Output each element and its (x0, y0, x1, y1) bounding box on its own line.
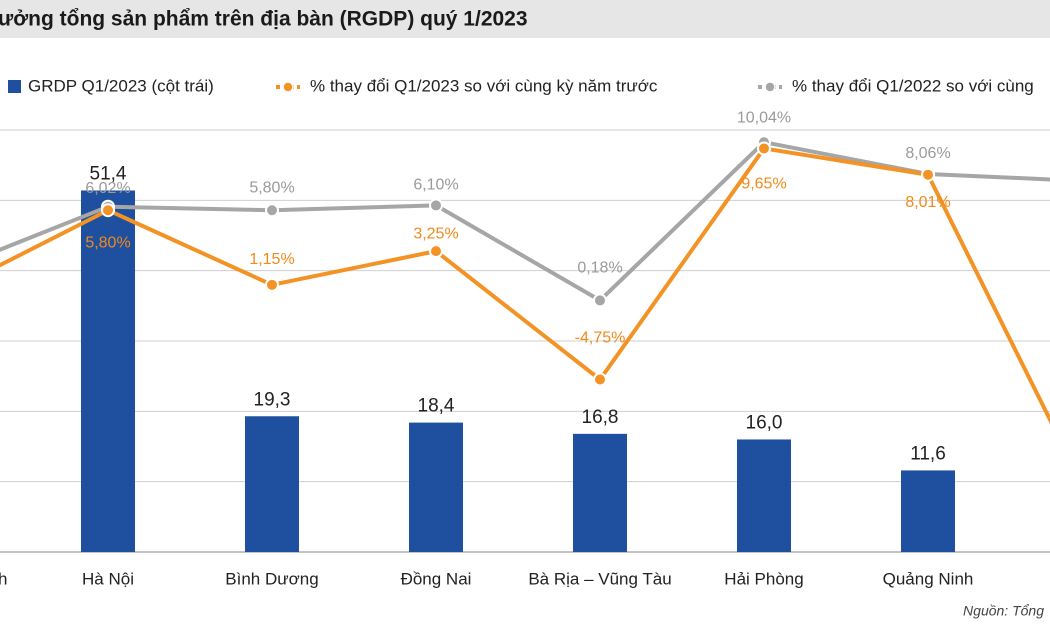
bar (245, 416, 299, 552)
bar (573, 433, 627, 552)
source: Nguồn: Tổng (963, 603, 1044, 619)
line-value-label: 10,04% (737, 109, 791, 126)
line-value-label: 1,15% (249, 251, 294, 268)
line-value-label: 8,01% (905, 194, 950, 211)
line-value-label: 8,06% (905, 145, 950, 162)
line-value-label: -4,75% (575, 330, 626, 347)
line-value-label: 9,65% (741, 176, 786, 193)
title-band (0, 0, 1050, 38)
x-tick-label: Bà Rịa – Vũng Tàu (528, 569, 671, 588)
line-value-label: 0,18% (577, 260, 622, 277)
legend-label: % thay đổi Q1/2023 so với cùng kỳ năm tr… (310, 76, 658, 95)
bar-value-label: 18,4 (418, 396, 455, 417)
bar-value-label: 51,4 (90, 164, 127, 185)
line-value-label: 6,10% (413, 177, 458, 194)
bar (81, 190, 135, 552)
legend-label: GRDP Q1/2023 (cột trái) (28, 76, 214, 95)
bar (901, 470, 955, 552)
line-value-label: 6,02% (85, 180, 130, 197)
line (0, 140, 1050, 303)
line-marker (265, 277, 279, 292)
line-marker (593, 293, 607, 308)
x-tick-label: Hà Nội (82, 569, 134, 588)
bar-value-label: 16,8 (582, 407, 619, 428)
x-tick-label: Đồng Nai (401, 569, 472, 588)
line-marker (429, 198, 443, 213)
x-tick-label: Hải Phòng (724, 569, 803, 588)
bar (737, 439, 791, 552)
line-marker (429, 244, 443, 259)
legend-label: % thay đổi Q1/2022 so với cùng (792, 76, 1034, 95)
bar-value-label: 11,6 (910, 443, 946, 464)
line-marker (921, 167, 935, 182)
line (0, 146, 1050, 425)
line-marker (757, 141, 771, 156)
bar (409, 422, 463, 552)
x-tick-label: h (0, 569, 7, 588)
legend-swatch (282, 81, 294, 93)
x-tick-label: Bình Dương (225, 569, 318, 588)
chart-title: ưởng tổng sản phẩm trên địa bàn (RGDP) q… (0, 8, 528, 31)
bar-value-label: 19,3 (254, 389, 291, 410)
line-value-label: 5,80% (85, 234, 130, 251)
line-value-label: 5,80% (249, 179, 294, 196)
legend-swatch (764, 81, 776, 93)
line-marker (101, 203, 115, 218)
line-value-label: 3,25% (413, 225, 458, 242)
line-marker (265, 203, 279, 218)
bar-value-label: 16,0 (746, 412, 783, 433)
x-tick-label: Quảng Ninh (883, 569, 974, 588)
line-marker (593, 372, 607, 387)
legend-swatch (8, 80, 21, 93)
